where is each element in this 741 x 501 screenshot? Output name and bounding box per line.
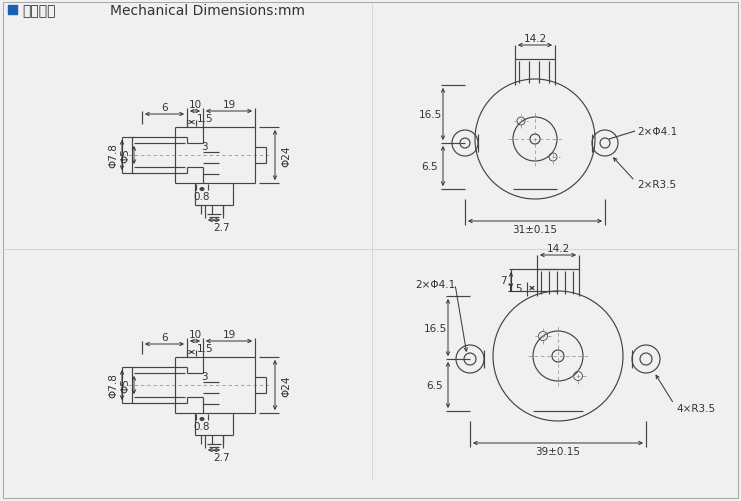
Text: Φ5: Φ5 bbox=[120, 148, 130, 163]
Text: 2.7: 2.7 bbox=[213, 222, 230, 232]
Text: 14.2: 14.2 bbox=[523, 34, 547, 44]
Text: 1.5: 1.5 bbox=[196, 343, 213, 353]
Text: 6: 6 bbox=[162, 103, 167, 113]
Text: 10: 10 bbox=[188, 100, 202, 110]
Text: 16.5: 16.5 bbox=[419, 110, 442, 120]
Text: 7: 7 bbox=[499, 276, 506, 286]
Text: Φ24: Φ24 bbox=[281, 145, 291, 166]
Text: 2.7: 2.7 bbox=[213, 452, 230, 462]
Text: 31±0.15: 31±0.15 bbox=[513, 224, 557, 234]
Text: 6.5: 6.5 bbox=[422, 162, 439, 172]
Text: 1.5: 1.5 bbox=[507, 284, 523, 294]
Text: 2×Φ4.1: 2×Φ4.1 bbox=[415, 280, 455, 290]
Text: 39±0.15: 39±0.15 bbox=[536, 446, 580, 456]
Text: 1.5: 1.5 bbox=[196, 114, 213, 124]
Text: 2×Φ4.1: 2×Φ4.1 bbox=[637, 127, 677, 137]
Text: 10: 10 bbox=[188, 329, 202, 339]
Text: 2×R3.5: 2×R3.5 bbox=[637, 180, 676, 189]
Bar bbox=[8, 6, 17, 15]
Text: Φ5: Φ5 bbox=[120, 378, 130, 393]
Text: Φ7.8: Φ7.8 bbox=[108, 373, 118, 398]
Text: 6: 6 bbox=[162, 332, 167, 342]
Text: 0.8: 0.8 bbox=[193, 421, 210, 431]
Text: 6.5: 6.5 bbox=[427, 380, 443, 390]
Text: 16.5: 16.5 bbox=[423, 323, 447, 333]
Text: Mechanical Dimensions:mm: Mechanical Dimensions:mm bbox=[110, 4, 305, 18]
Text: 19: 19 bbox=[222, 100, 236, 110]
Text: 机械尺寸: 机械尺寸 bbox=[22, 4, 56, 18]
Text: 0.8: 0.8 bbox=[193, 191, 210, 201]
Text: 14.2: 14.2 bbox=[546, 243, 570, 254]
Text: 3: 3 bbox=[201, 371, 207, 381]
Text: Φ7.8: Φ7.8 bbox=[108, 143, 118, 168]
Text: 4×R3.5: 4×R3.5 bbox=[676, 403, 715, 413]
Text: 3: 3 bbox=[201, 142, 207, 152]
Text: 19: 19 bbox=[222, 329, 236, 339]
Text: Φ24: Φ24 bbox=[281, 375, 291, 396]
